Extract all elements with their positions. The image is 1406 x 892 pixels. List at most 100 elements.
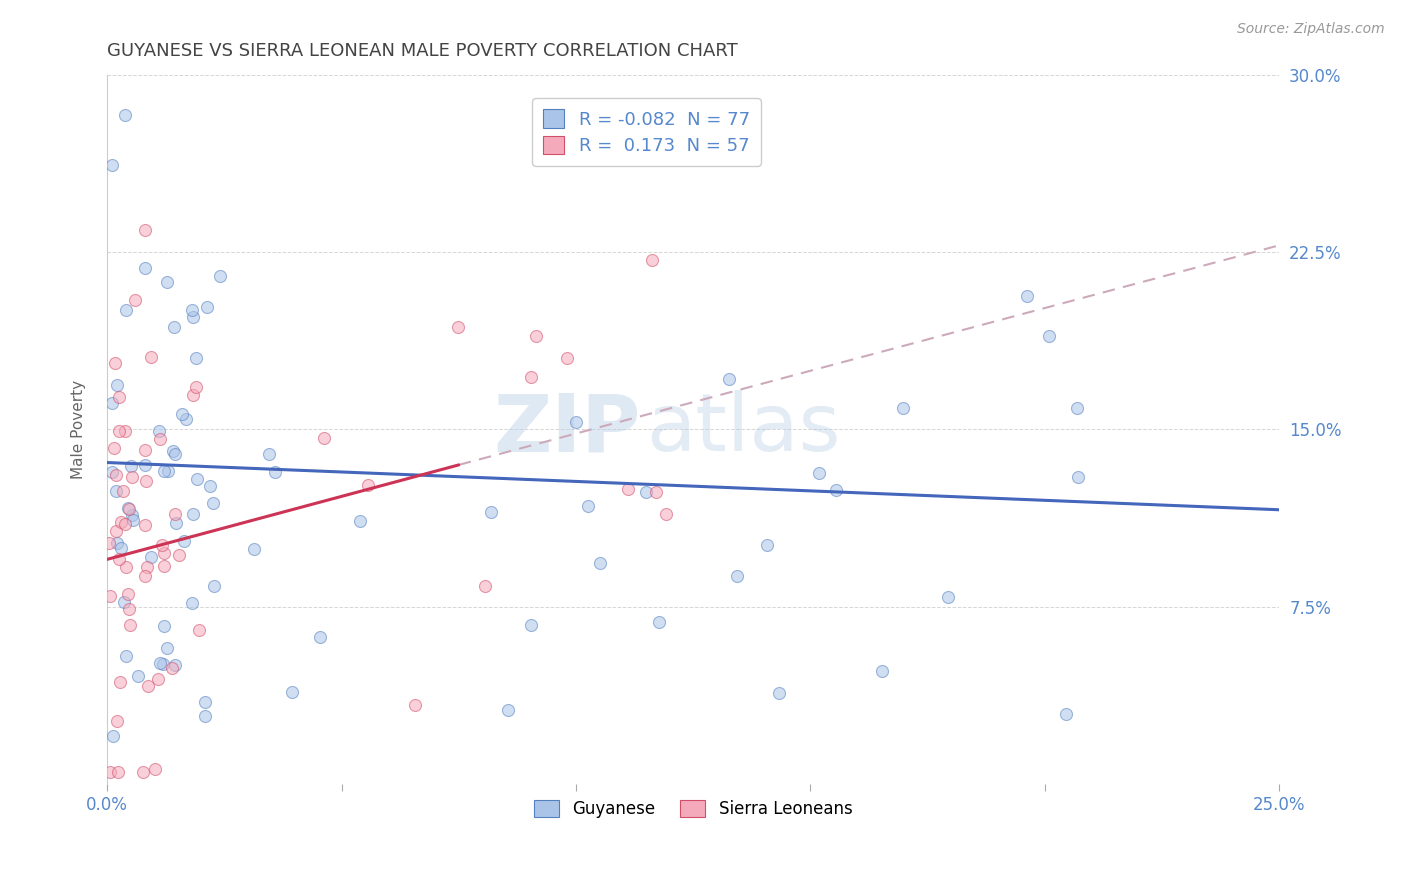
- Point: [107, 764, 129, 779]
- Point: [150, 538, 173, 552]
- Point: [186, 472, 208, 486]
- Point: [114, 424, 136, 438]
- Point: [654, 507, 676, 521]
- Point: [114, 303, 136, 318]
- Point: [100, 465, 122, 479]
- Point: [98, 764, 121, 779]
- Point: [108, 552, 131, 566]
- Point: [110, 541, 132, 556]
- Point: [309, 630, 332, 644]
- Point: [136, 560, 159, 574]
- Point: [101, 730, 124, 744]
- Point: [100, 158, 122, 172]
- Point: [1067, 470, 1090, 484]
- Point: [314, 431, 336, 445]
- Point: [134, 443, 156, 458]
- Point: [136, 679, 159, 693]
- Point: [105, 714, 128, 729]
- Point: [768, 686, 790, 700]
- Point: [198, 479, 221, 493]
- Point: [520, 618, 543, 632]
- Point: [349, 515, 371, 529]
- Point: [162, 444, 184, 458]
- Point: [474, 579, 496, 593]
- Point: [195, 301, 218, 315]
- Point: [170, 407, 193, 421]
- Point: [149, 656, 172, 670]
- Point: [134, 569, 156, 583]
- Point: [616, 482, 638, 496]
- Point: [648, 615, 671, 629]
- Point: [242, 542, 264, 557]
- Point: [156, 464, 179, 478]
- Point: [183, 310, 205, 324]
- Point: [121, 508, 143, 522]
- Point: [117, 587, 139, 601]
- Text: atlas: atlas: [647, 391, 841, 468]
- Point: [100, 396, 122, 410]
- Point: [121, 470, 143, 484]
- Point: [576, 500, 599, 514]
- Point: [1038, 328, 1060, 343]
- Point: [893, 401, 915, 415]
- Point: [807, 466, 830, 480]
- Point: [156, 641, 179, 656]
- Point: [180, 596, 202, 610]
- Point: [725, 569, 748, 583]
- Point: [194, 709, 217, 723]
- Point: [181, 507, 204, 521]
- Point: [755, 538, 778, 552]
- Point: [121, 513, 143, 527]
- Point: [134, 458, 156, 473]
- Point: [163, 447, 186, 461]
- Point: [264, 465, 287, 479]
- Point: [105, 378, 128, 392]
- Point: [160, 661, 183, 675]
- Point: [114, 516, 136, 531]
- Point: [645, 484, 668, 499]
- Point: [134, 518, 156, 533]
- Point: [259, 447, 281, 461]
- Point: [118, 618, 141, 632]
- Point: [134, 223, 156, 237]
- Point: [1054, 707, 1077, 722]
- Point: [641, 252, 664, 267]
- Point: [526, 328, 548, 343]
- Point: [152, 464, 174, 478]
- Point: [108, 390, 131, 404]
- Point: [110, 515, 132, 529]
- Point: [1017, 289, 1039, 303]
- Point: [634, 485, 657, 500]
- Point: [479, 505, 502, 519]
- Point: [446, 320, 468, 334]
- Point: [181, 303, 204, 318]
- Point: [120, 458, 142, 473]
- Text: Source: ZipAtlas.com: Source: ZipAtlas.com: [1237, 22, 1385, 37]
- Point: [124, 293, 146, 307]
- Point: [112, 595, 135, 609]
- Point: [114, 649, 136, 664]
- Point: [1066, 401, 1088, 415]
- Point: [163, 507, 186, 521]
- Point: [152, 657, 174, 671]
- Point: [105, 483, 128, 498]
- Point: [98, 535, 121, 549]
- Point: [132, 764, 155, 779]
- Point: [496, 703, 519, 717]
- Point: [146, 672, 169, 686]
- Point: [825, 483, 848, 497]
- Point: [870, 664, 893, 678]
- Point: [281, 685, 304, 699]
- Point: [135, 475, 157, 489]
- Point: [153, 559, 176, 574]
- Point: [357, 478, 380, 492]
- Point: [103, 441, 125, 455]
- Point: [112, 484, 135, 499]
- Point: [143, 762, 166, 776]
- Point: [127, 669, 149, 683]
- Point: [404, 698, 426, 713]
- Point: [141, 550, 163, 565]
- Point: [108, 425, 131, 439]
- Point: [165, 657, 187, 672]
- Text: ZIP: ZIP: [494, 391, 641, 468]
